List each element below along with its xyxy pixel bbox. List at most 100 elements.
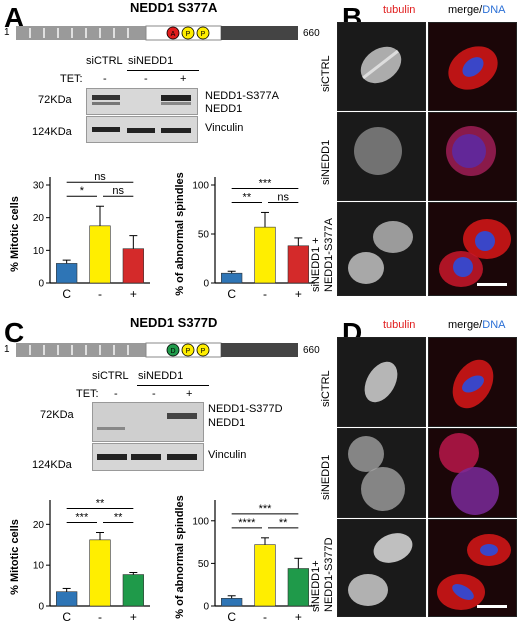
tet-label: TET: — [76, 388, 99, 400]
panel-a-domain-diagram: 1 A P P 660 — [4, 25, 320, 41]
kda-72-label: 72KDa — [38, 94, 72, 106]
x-tick-label: C — [227, 610, 236, 624]
significance-label: **** — [238, 517, 256, 529]
header-sinedd1: siNEDD1 — [128, 55, 174, 67]
phospho-site-icon — [196, 343, 210, 357]
y-tick-label: 20 — [33, 520, 45, 531]
domain-end: 660 — [303, 28, 320, 39]
kda-124-label: 124KDa — [32, 126, 72, 138]
row-label-sinedd1-d: siNEDD1 — [320, 454, 332, 500]
x-tick-label: - — [98, 287, 102, 301]
tet-value: - — [114, 388, 118, 400]
site-377-icon — [166, 343, 180, 357]
wd40-region — [16, 343, 146, 357]
row-label-sictrl-d: siCTRL — [320, 370, 332, 407]
y-axis-label: % of abnormal spindles — [174, 495, 186, 618]
site-377-icon — [166, 26, 180, 40]
site-label: P — [186, 348, 191, 355]
phospho-site-icon — [181, 343, 195, 357]
bar — [221, 598, 243, 607]
row-label-sinedd1: siNEDD1 — [320, 139, 332, 185]
micrograph-merge-sictrl — [428, 22, 517, 111]
bar — [89, 539, 111, 607]
site-label: A — [171, 31, 176, 38]
band-label: NEDD1-S377D — [208, 403, 283, 415]
blot-nedd1-a — [86, 88, 198, 115]
c-terminal-region — [221, 26, 298, 40]
y-tick-label: 50 — [198, 559, 210, 570]
col-merge: merge/DNA — [448, 319, 506, 331]
col-merge: merge/DNA — [448, 4, 506, 16]
bar — [56, 263, 78, 284]
header-sictrl: siCTRL — [86, 55, 123, 67]
bar — [56, 591, 78, 607]
band-label: NEDD1 — [205, 103, 243, 115]
band-label: Vinculin — [208, 449, 247, 461]
blot-vinculin-c — [92, 443, 204, 471]
micrograph-tubulin-sictrl — [337, 22, 426, 111]
y-tick-label: 0 — [203, 279, 209, 290]
micrograph-merge-rescue-a — [428, 202, 517, 296]
y-tick-label: 0 — [38, 602, 44, 613]
x-tick-label: + — [130, 610, 137, 624]
band-label: NEDD1 — [208, 417, 246, 429]
y-tick-label: 20 — [33, 213, 45, 224]
bar — [89, 225, 111, 284]
micrograph-merge-sinedd1-d — [428, 428, 517, 518]
y-tick-label: 10 — [33, 246, 45, 257]
tet-value: + — [186, 388, 193, 400]
significance-label: *** — [259, 177, 273, 189]
band-label: Vinculin — [205, 122, 244, 134]
x-tick-label: - — [263, 287, 267, 301]
y-tick-label: 0 — [38, 279, 44, 290]
significance-label: ** — [96, 498, 105, 510]
row-label-sictrl: siCTRL — [320, 55, 332, 92]
panel-c-title: NEDD1 S377D — [130, 315, 218, 330]
significance-label: ** — [243, 191, 252, 203]
kda-72-label: 72KDa — [40, 409, 74, 421]
x-tick-label: C — [62, 287, 71, 301]
header-sictrl: siCTRL — [92, 370, 129, 382]
domain-end: 660 — [303, 345, 320, 356]
x-tick-label: + — [295, 610, 302, 624]
domain-start: 1 — [4, 344, 10, 355]
significance-label: ns — [112, 185, 124, 197]
x-tick-label: C — [62, 610, 71, 624]
wd40-repeats — [29, 28, 129, 38]
significance-label: * — [80, 185, 85, 197]
c-terminal-region — [221, 343, 298, 357]
scale-bar — [477, 283, 507, 286]
micrograph-merge-sinedd1 — [428, 112, 517, 201]
panel-a-letter: A — [4, 2, 25, 33]
micrograph-tubulin-sinedd1-d — [337, 428, 426, 518]
micrograph-merge-rescue-d — [428, 519, 517, 617]
site-label: P — [201, 348, 206, 355]
site-label: P — [201, 31, 206, 38]
micrograph-tubulin-sictrl-d — [337, 337, 426, 427]
row-label-rescue-d: siNEDD1+ — [310, 560, 322, 612]
kda-124-label: 124KDa — [32, 459, 72, 471]
micrograph-tubulin-sinedd1 — [337, 112, 426, 201]
x-tick-label: + — [295, 287, 302, 301]
site-label: D — [170, 348, 175, 355]
band-label: NEDD1-S377A — [205, 90, 279, 102]
x-tick-label: + — [130, 287, 137, 301]
bar — [122, 248, 144, 284]
wd40-repeats — [29, 345, 129, 355]
y-tick-label: 50 — [198, 230, 210, 241]
scale-bar — [477, 605, 507, 608]
row-label-construct-d: NEDD1-S377D — [323, 537, 335, 612]
x-tick-label: - — [98, 610, 102, 624]
micrograph-merge-sictrl-d — [428, 337, 517, 427]
significance-label: ns — [277, 191, 289, 203]
header-underline — [127, 70, 199, 71]
phospho-site-icon — [181, 26, 195, 40]
tet-value: - — [152, 388, 156, 400]
significance-label: *** — [259, 503, 273, 515]
y-tick-label: 0 — [203, 602, 209, 613]
y-tick-label: 30 — [33, 181, 45, 192]
bar — [254, 544, 276, 607]
